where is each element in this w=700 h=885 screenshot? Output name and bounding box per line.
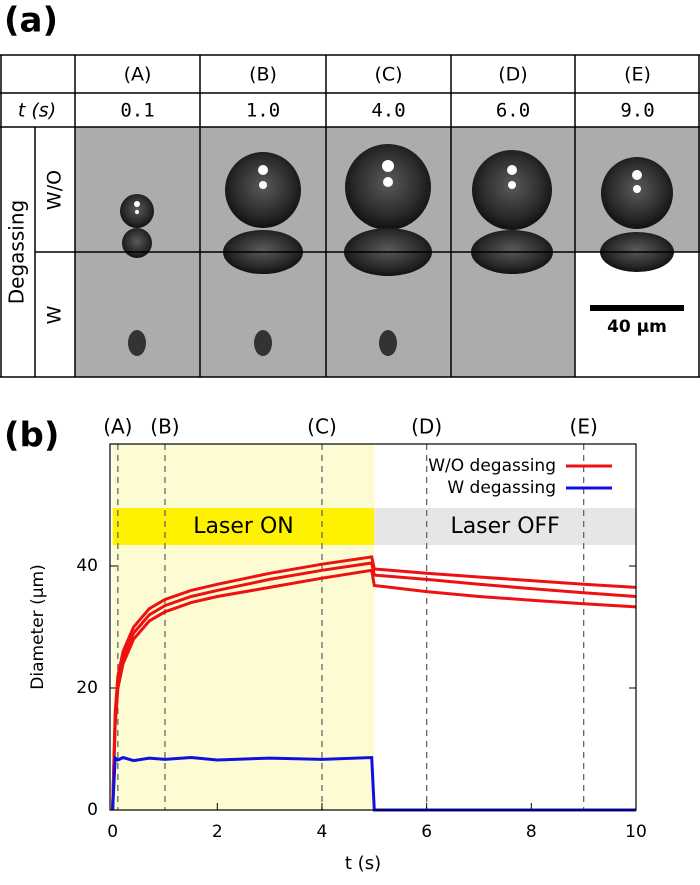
column-header: (E) [624,64,651,86]
marker-label: (A) [103,415,132,439]
x-tick-label: 4 [317,822,328,842]
marker-label: (E) [570,415,598,439]
time-value: 6.0 [496,100,530,122]
series-line [111,568,637,811]
x-tick-label: 8 [526,822,537,842]
column-header: (D) [498,64,527,86]
y-tick-label: 20 [76,678,98,698]
region-band [112,508,375,545]
region-shade [112,444,375,810]
scale-cell [575,252,700,377]
row-label: W/O [44,170,66,210]
group-label: Degassing [5,200,29,304]
marker-label: (D) [411,415,442,439]
y-tick-label: 0 [87,800,98,820]
time-value: 4.0 [371,100,405,122]
time-value: 1.0 [246,100,280,122]
x-tick-label: 10 [625,822,647,842]
region-band [374,508,636,545]
scale-label: 40 µm [607,317,667,337]
region-label: Laser OFF [450,514,559,539]
series-line [111,555,637,811]
region-shade [374,444,636,810]
y-tick-label: 40 [76,556,98,576]
x-tick-label: 0 [107,822,118,842]
time-value: 0.1 [120,100,154,122]
scale-bar [590,305,684,311]
x-axis-label: t (s) [345,853,381,874]
series-line [111,561,637,811]
marker-label: (B) [150,415,179,439]
column-header: (C) [374,64,402,86]
image-table: 40 µm t (s) Degassing [0,54,700,378]
table-lines [0,54,700,378]
time-value: 9.0 [620,100,654,122]
panel-label: (b) [4,416,59,456]
time-row-label: t (s) [18,100,56,122]
legend-label: W/O degassing [428,456,556,476]
y-axis-label: Diameter (µm) [28,564,48,689]
column-header: (A) [124,64,152,86]
x-tick-label: 2 [212,822,223,842]
row-label: W [44,305,66,324]
column-header: (B) [249,64,277,86]
plot-frame [109,443,637,811]
marker-label: (C) [307,415,337,439]
x-tick-label: 6 [421,822,432,842]
panel-label: (a) [4,1,58,41]
legend-label: W degassing [447,478,556,498]
region-label: Laser ON [193,514,294,539]
